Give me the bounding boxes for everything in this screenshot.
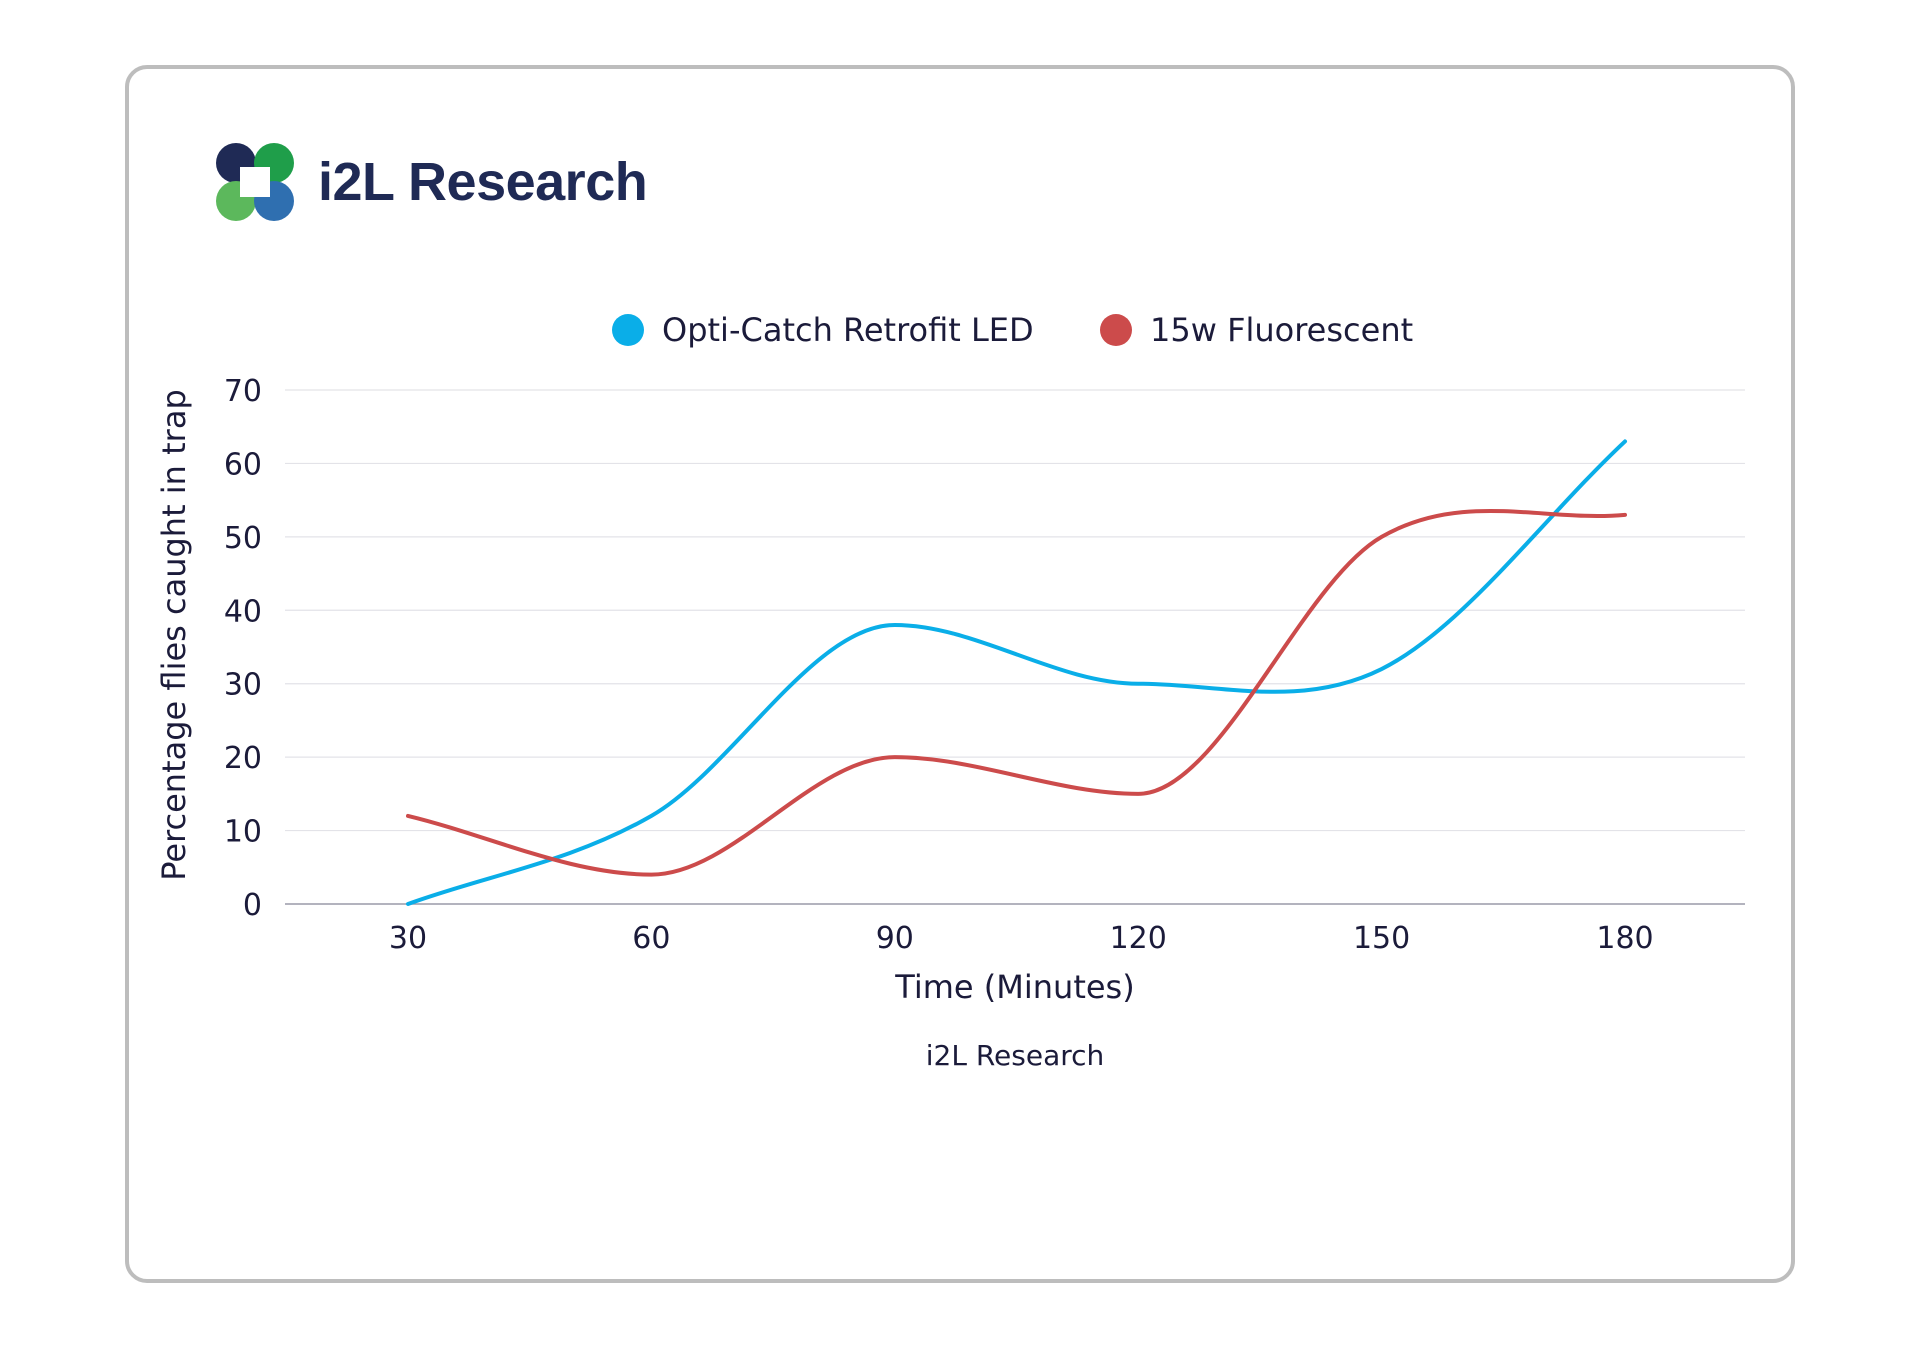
series-lines	[406, 439, 1627, 906]
x-axis-title: Time (Minutes)	[894, 968, 1134, 1006]
y-tick-label: 60	[224, 447, 262, 482]
legend-label-1: Opti-Catch Retrofit LED	[662, 311, 1034, 349]
series-line-2	[406, 508, 1627, 877]
y-tick-label: 70	[224, 374, 262, 409]
x-axis-ticks: 30 60 90 120 150 180	[389, 921, 1654, 956]
x-tick-label: 150	[1353, 921, 1410, 956]
x-tick-label: 120	[1110, 921, 1167, 956]
y-tick-label: 30	[224, 668, 262, 703]
chart-card: i2L Research	[125, 65, 1795, 1283]
legend: Opti-Catch Retrofit LED 15w Fluorescent	[612, 311, 1413, 349]
y-axis-ticks: 0 10 20 30 40 50 60 70	[224, 374, 262, 923]
brand-name: i2L Research	[318, 152, 648, 212]
y-tick-label: 10	[224, 815, 262, 850]
y-tick-label: 40	[224, 594, 262, 629]
x-tick-label: 90	[876, 921, 914, 956]
y-tick-label: 50	[224, 521, 262, 556]
x-tick-label: 180	[1596, 921, 1653, 956]
brand-logo: i2L Research	[214, 141, 648, 223]
y-tick-label: 0	[243, 888, 262, 923]
legend-swatch-1	[612, 314, 644, 346]
grid-lines	[285, 389, 1745, 905]
i2l-logo-icon	[216, 143, 294, 221]
legend-label-2: 15w Fluorescent	[1150, 311, 1413, 349]
series-line-1	[406, 439, 1627, 906]
x-tick-label: 30	[389, 921, 427, 956]
y-tick-label: 20	[224, 741, 262, 776]
chart-source: i2L Research	[926, 1039, 1105, 1072]
x-tick-label: 60	[632, 921, 670, 956]
legend-swatch-2	[1100, 314, 1132, 346]
y-axis-title: Percentage flies caught in trap	[155, 389, 193, 881]
